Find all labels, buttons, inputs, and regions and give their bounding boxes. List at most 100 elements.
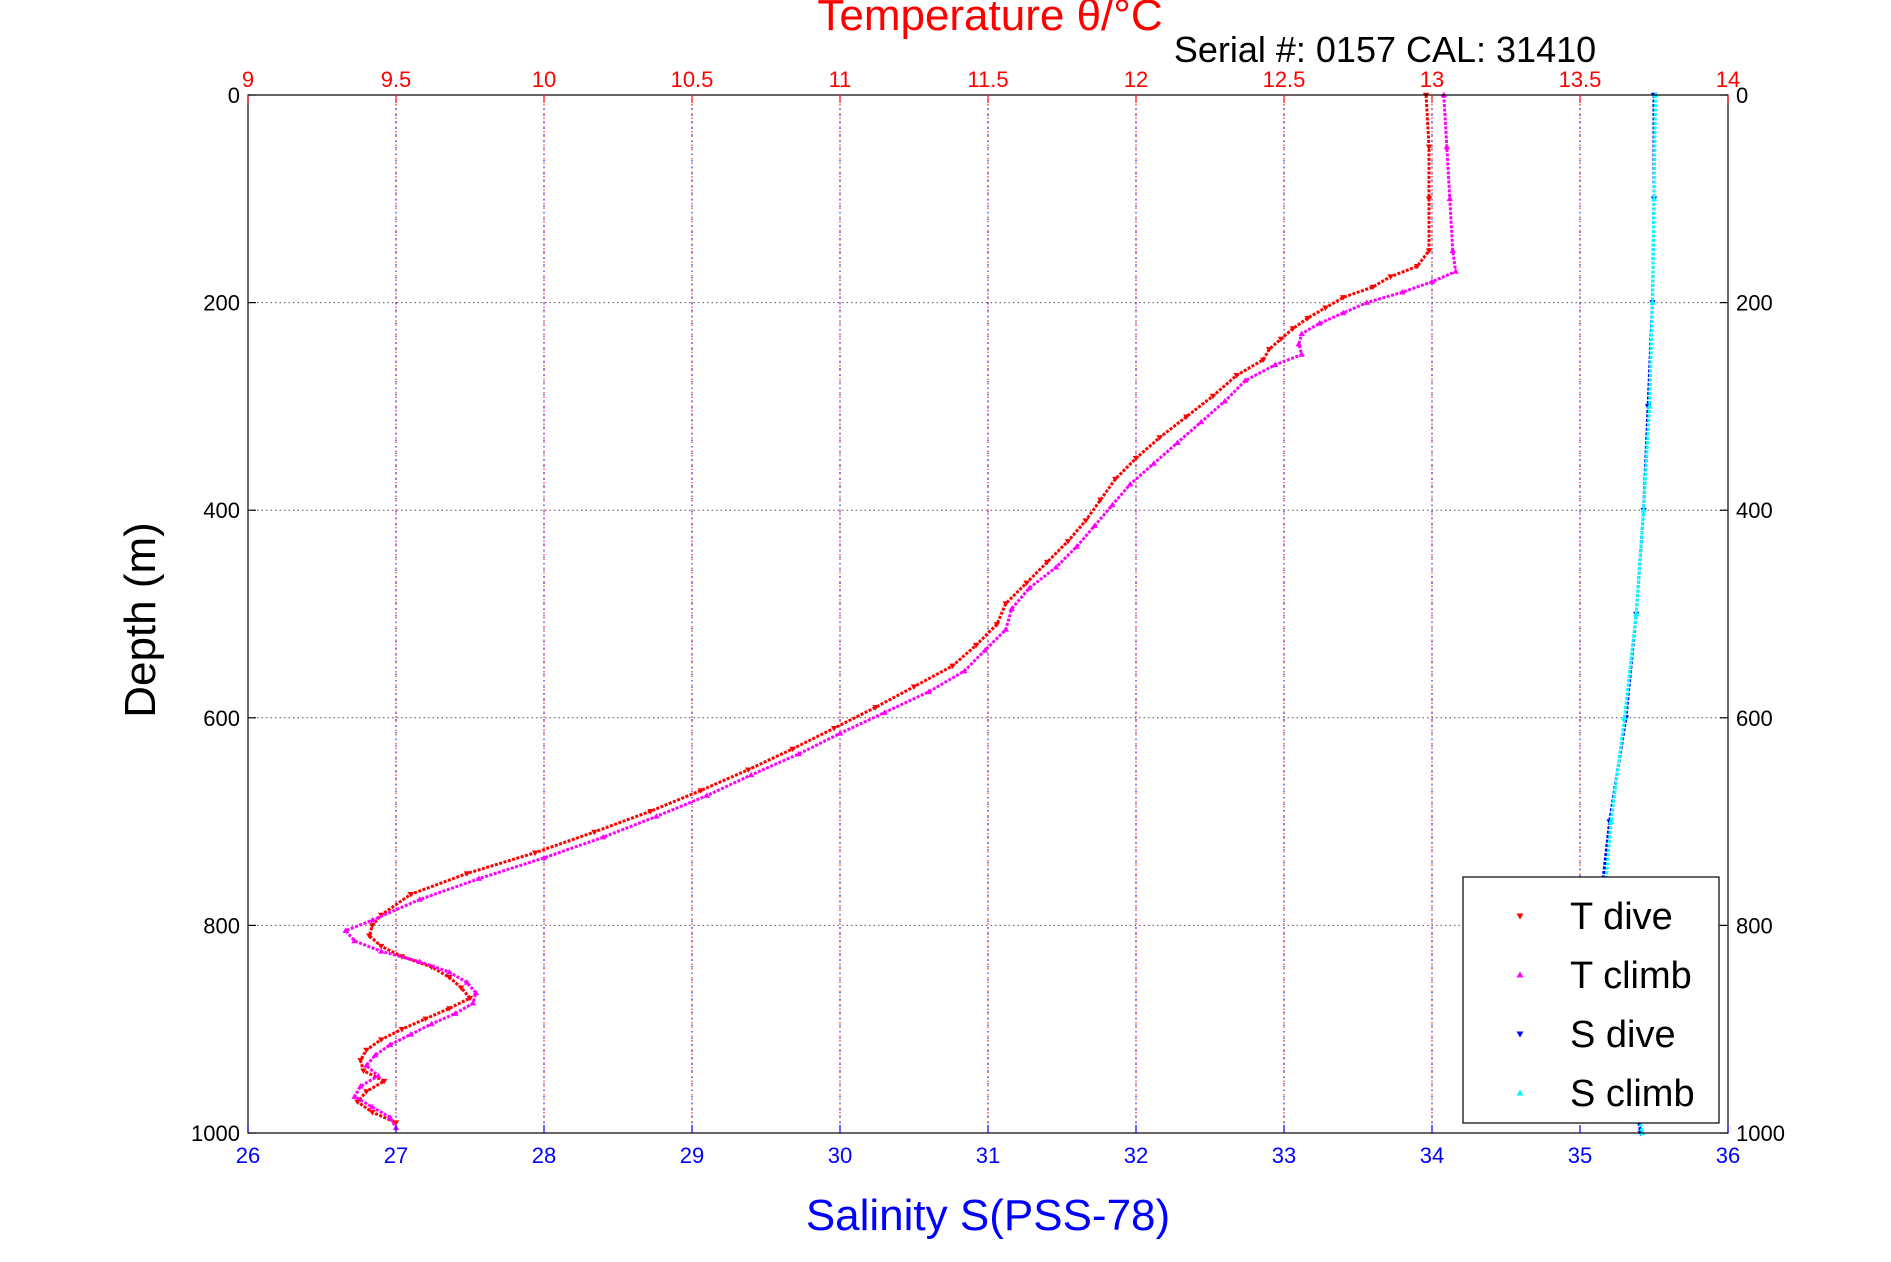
- data-point: [795, 750, 802, 757]
- data-point: [1221, 398, 1228, 404]
- data-point: [1002, 626, 1009, 632]
- data-point: [1646, 403, 1653, 409]
- depth-tick-label-right: 200: [1736, 291, 1773, 316]
- data-point: [1449, 247, 1456, 253]
- data-point: [1425, 144, 1433, 151]
- data-point: [351, 937, 358, 944]
- data-point: [1414, 264, 1421, 270]
- depth-tick-label-left: 1000: [191, 1121, 240, 1146]
- depth-tick-label-right: 800: [1736, 913, 1773, 938]
- data-point: [369, 923, 376, 929]
- data-point: [1073, 543, 1080, 549]
- data-point: [363, 1047, 370, 1054]
- depth-tick-label-right: 0: [1736, 83, 1748, 108]
- data-point: [1150, 460, 1157, 466]
- data-point: [1023, 580, 1030, 587]
- legend-marker: [1516, 913, 1524, 920]
- data-point: [881, 709, 888, 715]
- bottom-tick-label: 26: [236, 1143, 260, 1168]
- top-tick-label: 13: [1420, 67, 1444, 92]
- data-point: [591, 829, 598, 836]
- data-point: [647, 808, 654, 815]
- data-point: [748, 771, 755, 778]
- depth-tick-label-right: 400: [1736, 498, 1773, 523]
- plot-series: [342, 91, 1659, 1137]
- data-point: [407, 892, 414, 898]
- data-point: [1112, 476, 1119, 483]
- bottom-tick-label: 32: [1124, 1143, 1148, 1168]
- data-point: [1183, 414, 1190, 420]
- x-axis-label: Salinity S(PSS-78): [806, 1191, 1170, 1240]
- bottom-tick-label: 31: [976, 1143, 1000, 1168]
- data-point: [463, 871, 471, 877]
- data-point: [1446, 195, 1453, 202]
- data-point: [1649, 299, 1656, 305]
- top-tick-label: 9.5: [381, 67, 412, 92]
- data-point: [357, 1083, 364, 1089]
- data-point: [836, 730, 844, 736]
- depth-tick-label-left: 800: [203, 913, 240, 938]
- data-point: [342, 927, 349, 933]
- data-point: [1425, 196, 1433, 202]
- series-trace: [344, 94, 1458, 1129]
- top-tick-label: 10: [532, 67, 556, 92]
- data-point: [452, 1010, 459, 1016]
- data-point: [357, 1058, 364, 1064]
- data-point: [1132, 456, 1140, 462]
- legend-marker: [1516, 971, 1524, 978]
- bottom-tick-label: 28: [532, 1143, 556, 1168]
- data-point: [369, 1110, 376, 1116]
- data-point: [1640, 507, 1647, 513]
- data-point: [380, 1078, 388, 1085]
- data-point: [1233, 373, 1240, 379]
- top-tick-label: 12: [1124, 67, 1148, 92]
- data-point: [1340, 309, 1347, 316]
- top-tick-label: 11: [829, 67, 852, 92]
- data-point: [1650, 195, 1658, 202]
- top-tick-label: 11.5: [967, 67, 1008, 92]
- depth-tick-label-left: 600: [203, 706, 240, 731]
- bottom-tick-label: 33: [1272, 1143, 1296, 1168]
- data-point: [653, 813, 660, 819]
- bottom-tick-label: 30: [828, 1143, 852, 1168]
- data-point: [949, 663, 956, 670]
- data-point: [422, 1016, 429, 1023]
- data-point: [830, 725, 838, 732]
- series-t-dive: [354, 92, 1433, 1126]
- legend-label: S dive: [1570, 1014, 1676, 1056]
- data-point: [910, 684, 918, 690]
- y-axis-label: Depth (m): [116, 522, 165, 718]
- data-point: [1298, 330, 1305, 336]
- data-point: [1428, 278, 1436, 285]
- legend: T dive T climb S dive S climb: [1462, 876, 1720, 1124]
- data-point: [386, 1041, 394, 1048]
- top-tick-label: 13.5: [1559, 67, 1602, 92]
- depth-tick-label-left: 200: [203, 291, 240, 316]
- chart-subtitle: Serial #: 0157 CAL: 31410: [1174, 29, 1596, 70]
- data-point: [1399, 289, 1406, 295]
- data-point: [1097, 497, 1104, 504]
- data-point: [1052, 564, 1060, 570]
- data-point: [1322, 305, 1329, 311]
- data-point: [351, 1093, 358, 1099]
- data-point: [372, 1051, 379, 1058]
- data-point: [925, 688, 932, 695]
- bottom-tick-label: 27: [384, 1143, 408, 1168]
- data-point: [463, 979, 471, 985]
- data-point: [1242, 377, 1249, 383]
- data-point: [745, 767, 752, 773]
- data-point: [375, 1072, 382, 1079]
- data-point: [600, 833, 607, 840]
- data-point: [1607, 818, 1615, 824]
- bottom-tick-label: 34: [1420, 1143, 1444, 1168]
- data-point: [366, 933, 373, 939]
- data-point: [1082, 518, 1089, 524]
- top-tick-label: 9: [242, 67, 254, 92]
- legend-marker: [1516, 1031, 1524, 1038]
- bottom-tick-label: 29: [680, 1143, 704, 1168]
- data-point: [472, 989, 480, 996]
- data-point: [1621, 714, 1628, 721]
- data-point: [993, 622, 1001, 628]
- data-point: [1002, 601, 1009, 607]
